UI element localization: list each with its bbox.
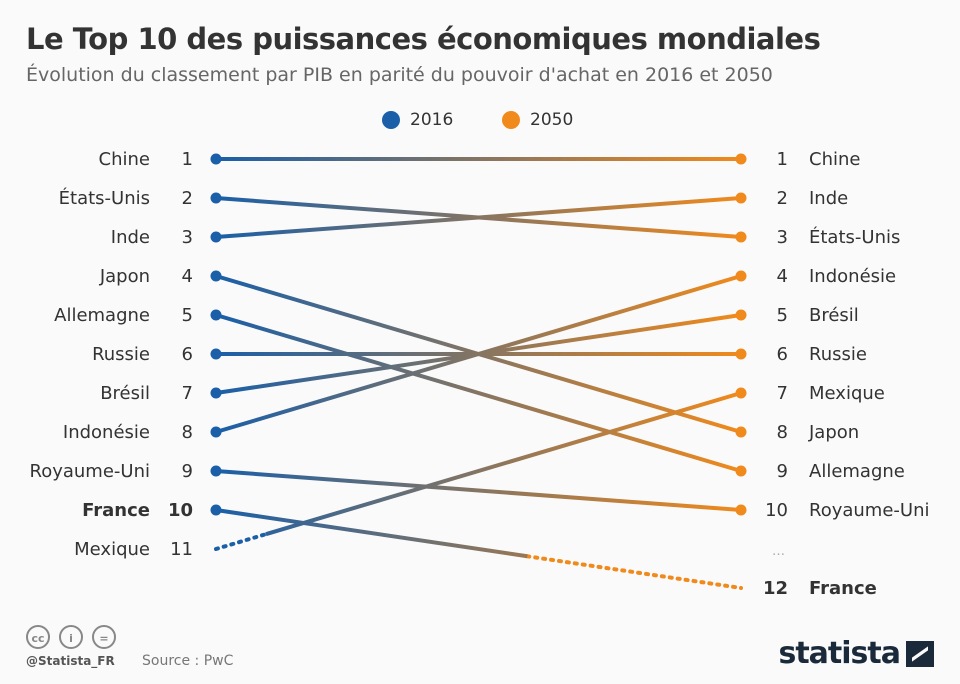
right-country-label: Chine xyxy=(809,149,860,170)
point-2016 xyxy=(210,192,222,204)
right-country-label: Mexique xyxy=(809,383,885,404)
point-2050 xyxy=(735,153,747,165)
right-country-label: Indonésie xyxy=(809,266,896,287)
left-country-label: Royaume-Uni xyxy=(30,461,151,482)
left-country-label: Russie xyxy=(92,344,150,365)
right-country-label: Allemagne xyxy=(809,461,905,482)
right-country-label: Japon xyxy=(808,422,859,443)
right-rank-label: 12 xyxy=(763,578,788,599)
point-2050 xyxy=(735,387,747,399)
point-2050 xyxy=(735,426,747,438)
left-country-label: Allemagne xyxy=(54,305,150,326)
right-rank-label: 1 xyxy=(777,149,788,170)
left-country-label: Chine xyxy=(99,149,150,170)
right-rank-label: 9 xyxy=(777,461,788,482)
point-2016 xyxy=(210,348,222,360)
legend-swatch-2016 xyxy=(382,111,400,129)
point-2050 xyxy=(735,231,747,243)
point-2016 xyxy=(210,309,222,321)
left-country-label: Inde xyxy=(111,227,150,248)
slope-line-Allemagne xyxy=(215,313,742,473)
left-country-label: Mexique xyxy=(74,539,150,560)
logo-mark-icon xyxy=(906,640,934,667)
cc-icon: cc xyxy=(26,625,50,649)
left-country-label: Brésil xyxy=(100,383,150,404)
left-rank-label: 4 xyxy=(182,266,193,287)
left-rank-label: 5 xyxy=(182,305,193,326)
right-rank-label: 3 xyxy=(777,227,788,248)
right-rank-label: 5 xyxy=(777,305,788,326)
point-2050 xyxy=(735,309,747,321)
slope-line-Mexique xyxy=(265,391,742,537)
point-2050 xyxy=(735,465,747,477)
dotted-segment-Mexique xyxy=(214,532,268,551)
chart-subtitle: Évolution du classement par PIB en parit… xyxy=(26,64,773,86)
point-2050 xyxy=(735,348,747,360)
right-rank-label: 4 xyxy=(777,266,788,287)
left-rank-label: 11 xyxy=(170,539,193,560)
right-country-label: Russie xyxy=(809,344,867,365)
statista-logo[interactable]: statista xyxy=(778,636,934,671)
right-rank-label: 6 xyxy=(777,344,788,365)
left-country-label: États-Unis xyxy=(59,187,150,209)
right-country-label: États-Unis xyxy=(809,226,900,248)
slope-line-France xyxy=(215,508,528,559)
no-derivatives-icon: = xyxy=(92,625,116,649)
point-2016 xyxy=(210,153,222,165)
attribution-icon: i xyxy=(59,625,83,649)
point-2050 xyxy=(735,504,747,516)
right-country-label: … xyxy=(772,544,785,559)
left-rank-label: 8 xyxy=(182,422,193,443)
left-country-label: Japon xyxy=(99,266,150,287)
right-rank-label: 2 xyxy=(777,188,788,209)
right-rank-label: 8 xyxy=(777,422,788,443)
point-2050 xyxy=(735,192,747,204)
point-2016 xyxy=(210,387,222,399)
left-rank-label: 7 xyxy=(182,383,193,404)
right-rank-label: 7 xyxy=(777,383,788,404)
right-country-label: Royaume-Uni xyxy=(809,500,930,521)
chart-title: Le Top 10 des puissances économiques mon… xyxy=(26,22,821,56)
legend-item-2050: 2050 xyxy=(502,110,573,130)
left-rank-label: 9 xyxy=(182,461,193,482)
left-rank-label: 2 xyxy=(182,188,193,209)
point-2016 xyxy=(210,426,222,438)
left-country-label: Indonésie xyxy=(63,422,150,443)
right-rank-label: 10 xyxy=(765,500,788,521)
right-country-label: Brésil xyxy=(809,305,859,326)
left-rank-label: 6 xyxy=(182,344,193,365)
source-note: Source : PwC xyxy=(142,653,234,669)
legend-label: 2050 xyxy=(530,110,574,130)
left-rank-label: 3 xyxy=(182,227,193,248)
slope-line-Royaume-Uni xyxy=(215,469,742,512)
slope-line-Indonésie xyxy=(215,274,742,434)
logo-text: statista xyxy=(778,636,901,671)
left-rank-label: 1 xyxy=(182,149,193,170)
dotted-segment-France xyxy=(525,554,743,590)
point-2016 xyxy=(210,504,222,516)
left-country-label: France xyxy=(82,500,150,521)
right-country-label: France xyxy=(809,578,877,599)
point-2016 xyxy=(210,270,222,282)
legend-label: 2016 xyxy=(410,110,454,130)
point-2016 xyxy=(210,231,222,243)
point-2016 xyxy=(210,465,222,477)
left-rank-label: 10 xyxy=(168,500,193,521)
right-country-label: Inde xyxy=(809,188,848,209)
slope-line-Inde xyxy=(215,196,742,239)
legend-swatch-2050 xyxy=(502,111,520,129)
point-2050 xyxy=(735,270,747,282)
twitter-handle[interactable]: @Statista_FR xyxy=(26,654,115,668)
legend-item-2016: 2016 xyxy=(382,110,453,130)
